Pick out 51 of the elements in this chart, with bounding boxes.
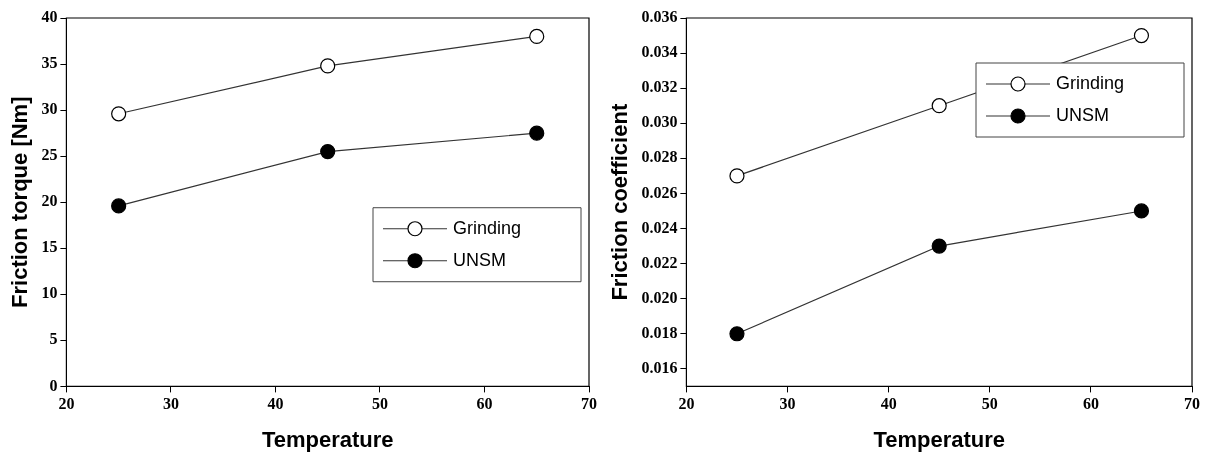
point [931,98,947,114]
y-tick-label: 0.028 [641,148,678,166]
point [729,168,745,184]
y-tick-label: 0.032 [641,78,678,96]
x-tick-label: 60 [476,395,493,413]
y-tick-label: 0.034 [641,43,678,61]
point [320,58,336,74]
y-tick-label: 0.016 [641,359,678,376]
x-tick-label: 60 [1082,395,1099,413]
y-tick-label: 0.022 [641,253,678,271]
legend-label: Grinding [1056,72,1125,93]
y-tick-label: 0.024 [641,218,678,236]
y-tick-label: 10 [41,284,58,302]
y-axis-title: Friction coefficient [607,103,633,301]
y-tick-label: 25 [41,146,58,164]
y-tick-label: 35 [41,54,58,72]
y-tick-label: 0.036 [641,8,678,26]
y-tick-label: 15 [41,238,58,256]
point [529,125,545,141]
point [1133,203,1150,219]
point [111,106,127,122]
point [1133,27,1150,44]
x-tick-label: 40 [880,395,897,413]
x-tick-label: 30 [162,395,179,413]
point [729,326,745,342]
x-tick-label: 20 [678,395,695,413]
point [931,238,947,254]
y-tick-label: 0.020 [641,288,678,306]
x-axis-title: Temperature [873,426,1006,452]
y-tick-label: 0.030 [641,113,678,131]
y-tick-label: 0.026 [641,183,678,201]
x-tick-label: 70 [581,395,597,413]
y-tick-label: 20 [41,192,58,210]
x-tick-label: 50 [371,395,388,413]
point [111,198,127,214]
y-tick-label: 0 [49,376,58,394]
y-tick-label: 30 [41,100,58,118]
legend-label: UNSM [453,249,506,270]
x-tick-label: 30 [779,395,796,413]
legend-label: Grinding [453,217,522,238]
point [320,143,336,160]
y-tick-label: 40 [41,8,58,26]
x-tick-label: 40 [267,395,284,413]
x-tick-label: 50 [981,395,998,413]
y-tick-label: 0.018 [641,323,678,341]
point [529,28,545,45]
y-tick-label: 5 [49,330,58,348]
legend-label: UNSM [1056,104,1109,125]
x-axis-title: Temperature [261,426,394,452]
y-axis-title: Friction torque [Nm] [7,96,33,308]
x-tick-label: 70 [1184,395,1200,413]
